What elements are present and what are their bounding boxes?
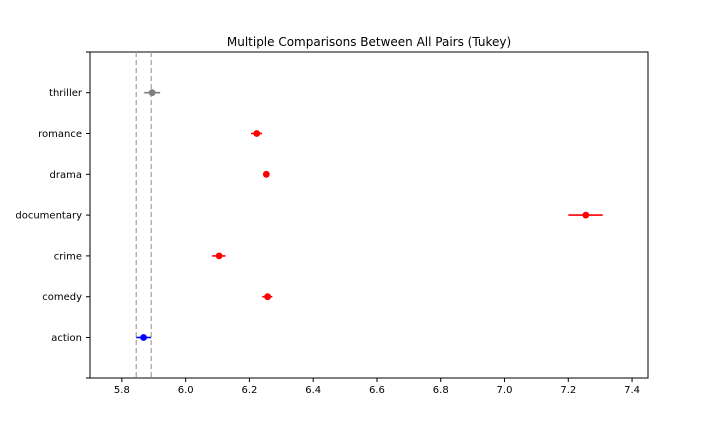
- mean-points: [140, 89, 590, 341]
- point-comedy: [264, 293, 272, 301]
- y-tick-label-romance: romance: [38, 129, 82, 140]
- x-tick-label: 6.2: [241, 385, 257, 396]
- x-axis: 5.8 6.0 6.2 6.4 6.6 6.8 7.0 7.2 7.4: [114, 378, 640, 396]
- x-tick-label: 6.0: [178, 385, 194, 396]
- y-tick-label-thriller: thriller: [49, 88, 83, 99]
- x-tick-label: 6.4: [305, 385, 321, 396]
- x-tick-label: 6.6: [369, 385, 385, 396]
- x-tick-label: 5.8: [114, 385, 130, 396]
- x-tick-label: 7.2: [560, 385, 576, 396]
- point-crime: [215, 252, 223, 260]
- x-tick-label: 6.8: [433, 385, 449, 396]
- y-tick-label-crime: crime: [54, 251, 82, 262]
- point-action: [140, 334, 147, 341]
- x-tick-label: 7.4: [624, 385, 640, 396]
- y-tick-label-documentary: documentary: [15, 211, 82, 222]
- chart-title: Multiple Comparisons Between All Pairs (…: [227, 35, 511, 49]
- plot-frame: [89, 51, 649, 379]
- x-tick-label: 7.0: [497, 385, 513, 396]
- point-thriller: [148, 89, 156, 97]
- error-bars: [136, 91, 603, 339]
- y-axis: action comedy crime documentary drama romance…: [15, 51, 90, 379]
- y-tick-label-drama: drama: [50, 170, 82, 181]
- reference-lines: [135, 52, 152, 378]
- y-tick-label-action: action: [51, 333, 82, 344]
- y-tick-label-comedy: comedy: [42, 292, 82, 303]
- point-romance: [253, 130, 261, 137]
- point-documentary: [582, 211, 590, 219]
- point-drama: [262, 170, 270, 178]
